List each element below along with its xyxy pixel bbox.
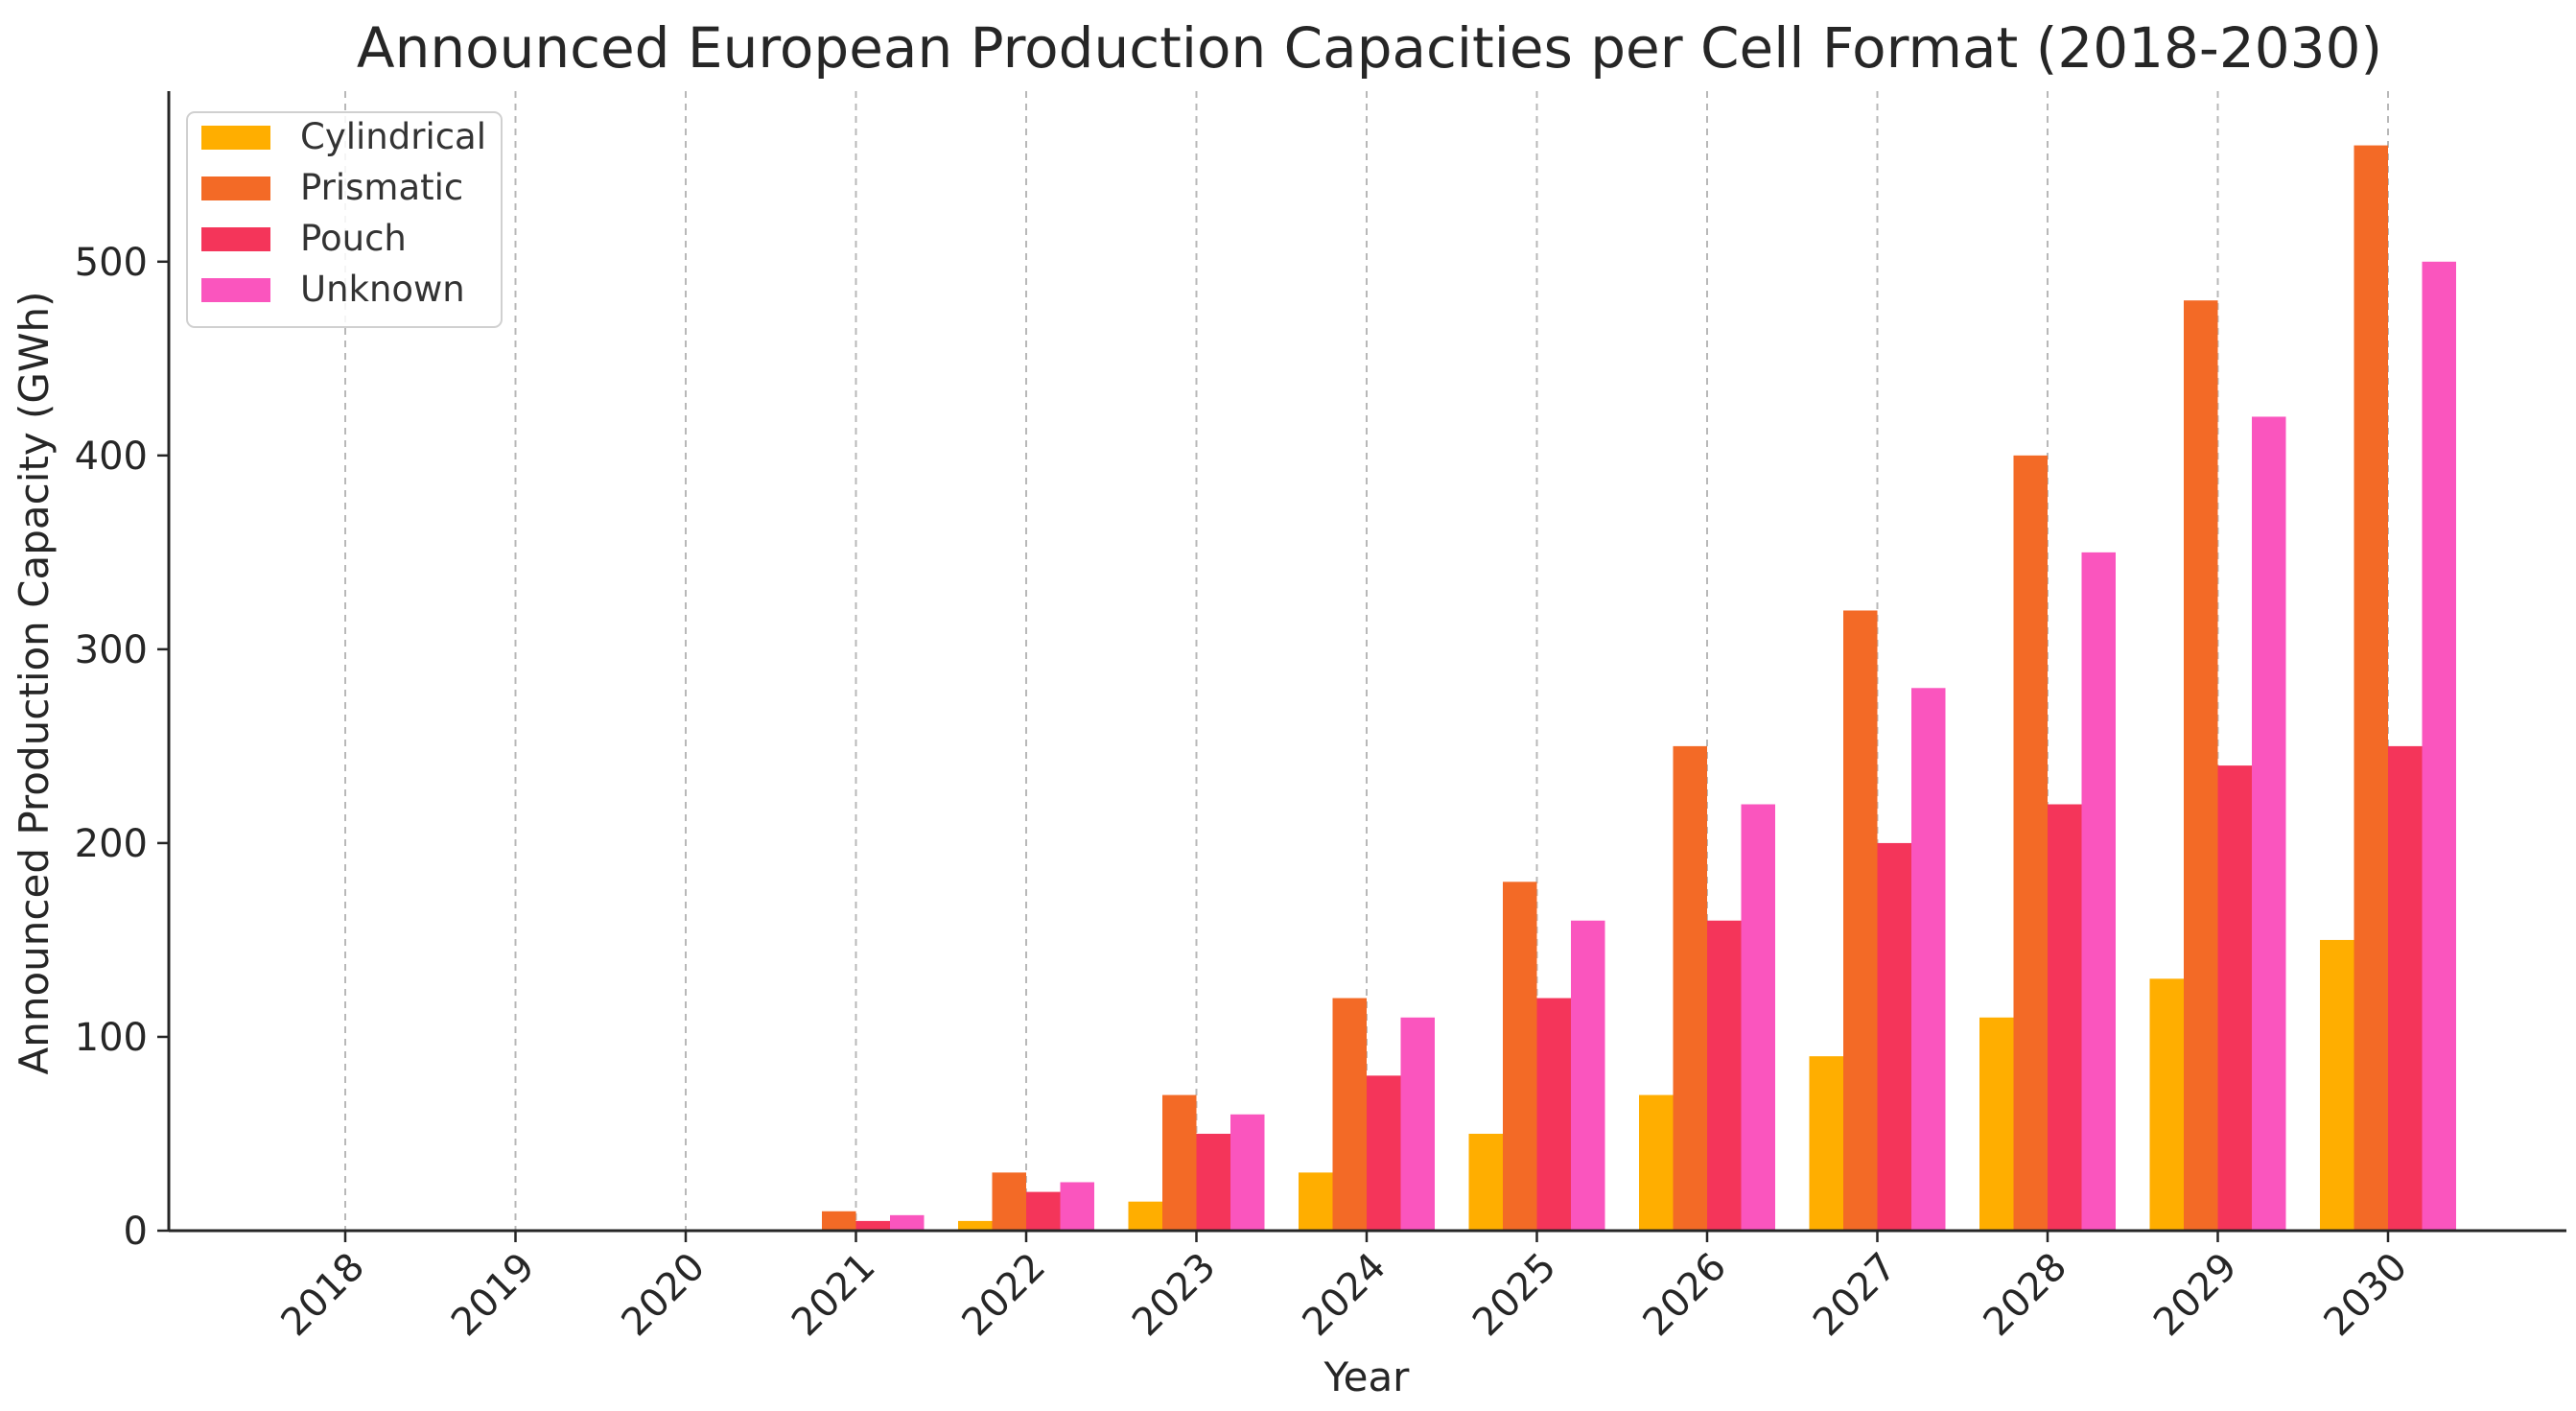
x-axis-label: Year: [1323, 1353, 1411, 1400]
legend-swatch-prismatic: [201, 176, 270, 200]
bar-cylindrical-2024: [1299, 1172, 1333, 1231]
y-tick-label: 300: [75, 628, 148, 672]
y-tick-label: 200: [75, 822, 148, 866]
bar-unknown-2029: [2252, 416, 2286, 1231]
bar-unknown-2025: [1571, 920, 1605, 1231]
bar-prismatic-2022: [992, 1172, 1026, 1231]
bar-cylindrical-2023: [1128, 1201, 1162, 1231]
bar-prismatic-2028: [2013, 455, 2048, 1231]
x-tick-label: 2022: [954, 1245, 1055, 1346]
x-tick-label: 2024: [1295, 1245, 1395, 1346]
legend-swatch-cylindrical: [201, 126, 270, 150]
bar-unknown-2022: [1060, 1182, 1094, 1231]
bar-pouch-2027: [1877, 842, 1911, 1231]
bar-prismatic-2027: [1843, 610, 1878, 1231]
y-axis-label: Announced Production Capacity (GWh): [11, 291, 58, 1074]
x-tick-label: 2021: [784, 1245, 884, 1346]
legend-swatch-pouch: [201, 227, 270, 251]
legend-label-unknown: Unknown: [300, 269, 465, 310]
bar-pouch-2023: [1196, 1133, 1230, 1231]
bar-pouch-2021: [855, 1220, 890, 1231]
bar-prismatic-2024: [1332, 998, 1367, 1231]
x-tick-label: 2027: [1805, 1245, 1906, 1346]
bar-unknown-2028: [2081, 552, 2116, 1231]
legend-box: [186, 111, 503, 328]
legend: Cylindrical Prismatic Pouch Unknown: [186, 111, 503, 328]
bar-cylindrical-2030: [2320, 939, 2354, 1231]
bar-prismatic-2025: [1503, 882, 1537, 1231]
legend-label-cylindrical: Cylindrical: [300, 116, 486, 157]
bar-pouch-2028: [2048, 804, 2082, 1231]
bar-unknown-2027: [1911, 688, 1946, 1231]
x-tick-label: 2026: [1635, 1245, 1736, 1346]
y-tick-label: 400: [75, 435, 148, 479]
series-unknown: [890, 261, 2456, 1232]
bar-cylindrical-2025: [1468, 1133, 1503, 1231]
x-tick-label: 2018: [273, 1245, 374, 1346]
bar-prismatic-2021: [822, 1211, 856, 1231]
bar-prismatic-2026: [1673, 745, 1707, 1231]
chart-title: Announced European Production Capacities…: [357, 15, 2382, 81]
legend-label-prismatic: Prismatic: [300, 167, 463, 208]
bar-cylindrical-2026: [1639, 1094, 1674, 1231]
bars: [822, 145, 2456, 1232]
x-tick-label: 2029: [2145, 1245, 2246, 1346]
bar-pouch-2030: [2388, 745, 2423, 1231]
x-tick-label: 2025: [1464, 1245, 1565, 1346]
x-tick-label: 2028: [1976, 1245, 2076, 1346]
y-tick-label: 0: [124, 1210, 148, 1254]
bar-pouch-2026: [1707, 920, 1742, 1231]
bar-pouch-2029: [2217, 765, 2252, 1231]
x-tick-label: 2030: [2316, 1245, 2417, 1346]
bar-unknown-2021: [890, 1214, 925, 1231]
bar-unknown-2024: [1400, 1017, 1435, 1231]
legend-label-pouch: Pouch: [300, 218, 407, 259]
bar-prismatic-2030: [2354, 145, 2388, 1232]
bar-cylindrical-2028: [1979, 1017, 2014, 1231]
bar-prismatic-2029: [2184, 300, 2218, 1231]
bar-pouch-2025: [1536, 998, 1571, 1231]
series-pouch: [855, 745, 2423, 1231]
bar-prismatic-2023: [1162, 1094, 1197, 1231]
x-tick-label: 2019: [443, 1245, 544, 1346]
bar-cylindrical-2027: [1809, 1056, 1843, 1231]
bar-cylindrical-2022: [958, 1220, 993, 1231]
series-prismatic: [822, 145, 2388, 1232]
bar-unknown-2030: [2422, 261, 2456, 1232]
bar-unknown-2023: [1230, 1114, 1265, 1231]
bar-cylindrical-2029: [2149, 978, 2184, 1231]
y-tick-label: 100: [75, 1016, 148, 1060]
x-tick-label: 2023: [1124, 1245, 1225, 1346]
series-cylindrical: [958, 939, 2354, 1231]
legend-swatch-unknown: [201, 278, 270, 302]
bar-unknown-2026: [1741, 804, 1775, 1231]
bar-pouch-2024: [1367, 1075, 1401, 1231]
x-tick-label: 2020: [614, 1245, 714, 1346]
y-tick-label: 500: [75, 241, 148, 285]
bar-pouch-2022: [1026, 1191, 1061, 1231]
